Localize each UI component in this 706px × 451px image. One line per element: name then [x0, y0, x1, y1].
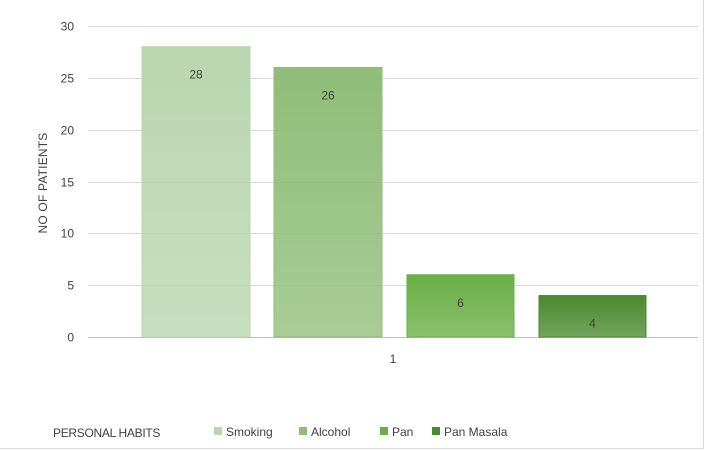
data-label: 26 [321, 88, 335, 102]
legend-swatch [214, 427, 222, 435]
y-tick-label: 15 [61, 176, 75, 190]
legend-label: Alcohol [311, 425, 350, 439]
legend-swatch [380, 427, 388, 435]
legend-swatch [299, 427, 307, 435]
y-tick-label: 20 [61, 124, 75, 138]
data-label: 4 [589, 317, 596, 331]
bar-alcohol [273, 66, 383, 338]
legend-title: PERSONAL HABITS [53, 426, 160, 440]
legend-swatch [432, 427, 440, 435]
legend-label: Smoking [226, 425, 273, 439]
y-axis-ticks: 0 5 10 15 20 25 30 [61, 20, 75, 345]
bar-pan-masala [538, 295, 647, 338]
bar-smoking [141, 46, 251, 338]
x-tick-label: 1 [390, 352, 397, 366]
bar-pan [406, 274, 515, 338]
y-tick-label: 5 [67, 279, 74, 293]
legend-item: Smoking [214, 425, 273, 439]
legend-item: Pan [380, 425, 413, 439]
gridlines [88, 26, 698, 338]
y-tick-label: 25 [61, 72, 75, 86]
y-tick-label: 0 [67, 331, 74, 345]
legend-item: Pan Masala [432, 425, 508, 439]
data-label: 28 [189, 68, 203, 82]
data-labels: 28 26 6 4 [189, 68, 596, 331]
legend-item: Alcohol [299, 425, 350, 439]
legend: PERSONAL HABITS Smoking Alcohol Pan Pan Mas… [53, 425, 508, 440]
y-axis-title: NO OF PATIENTS [36, 132, 50, 233]
y-tick-label: 30 [61, 20, 75, 34]
x-axis-ticks: 1 [390, 352, 397, 366]
y-tick-label: 10 [61, 227, 75, 241]
data-label: 6 [457, 296, 464, 310]
legend-label: Pan [392, 425, 413, 439]
bars [141, 46, 647, 338]
legend-label: Pan Masala [444, 425, 508, 439]
